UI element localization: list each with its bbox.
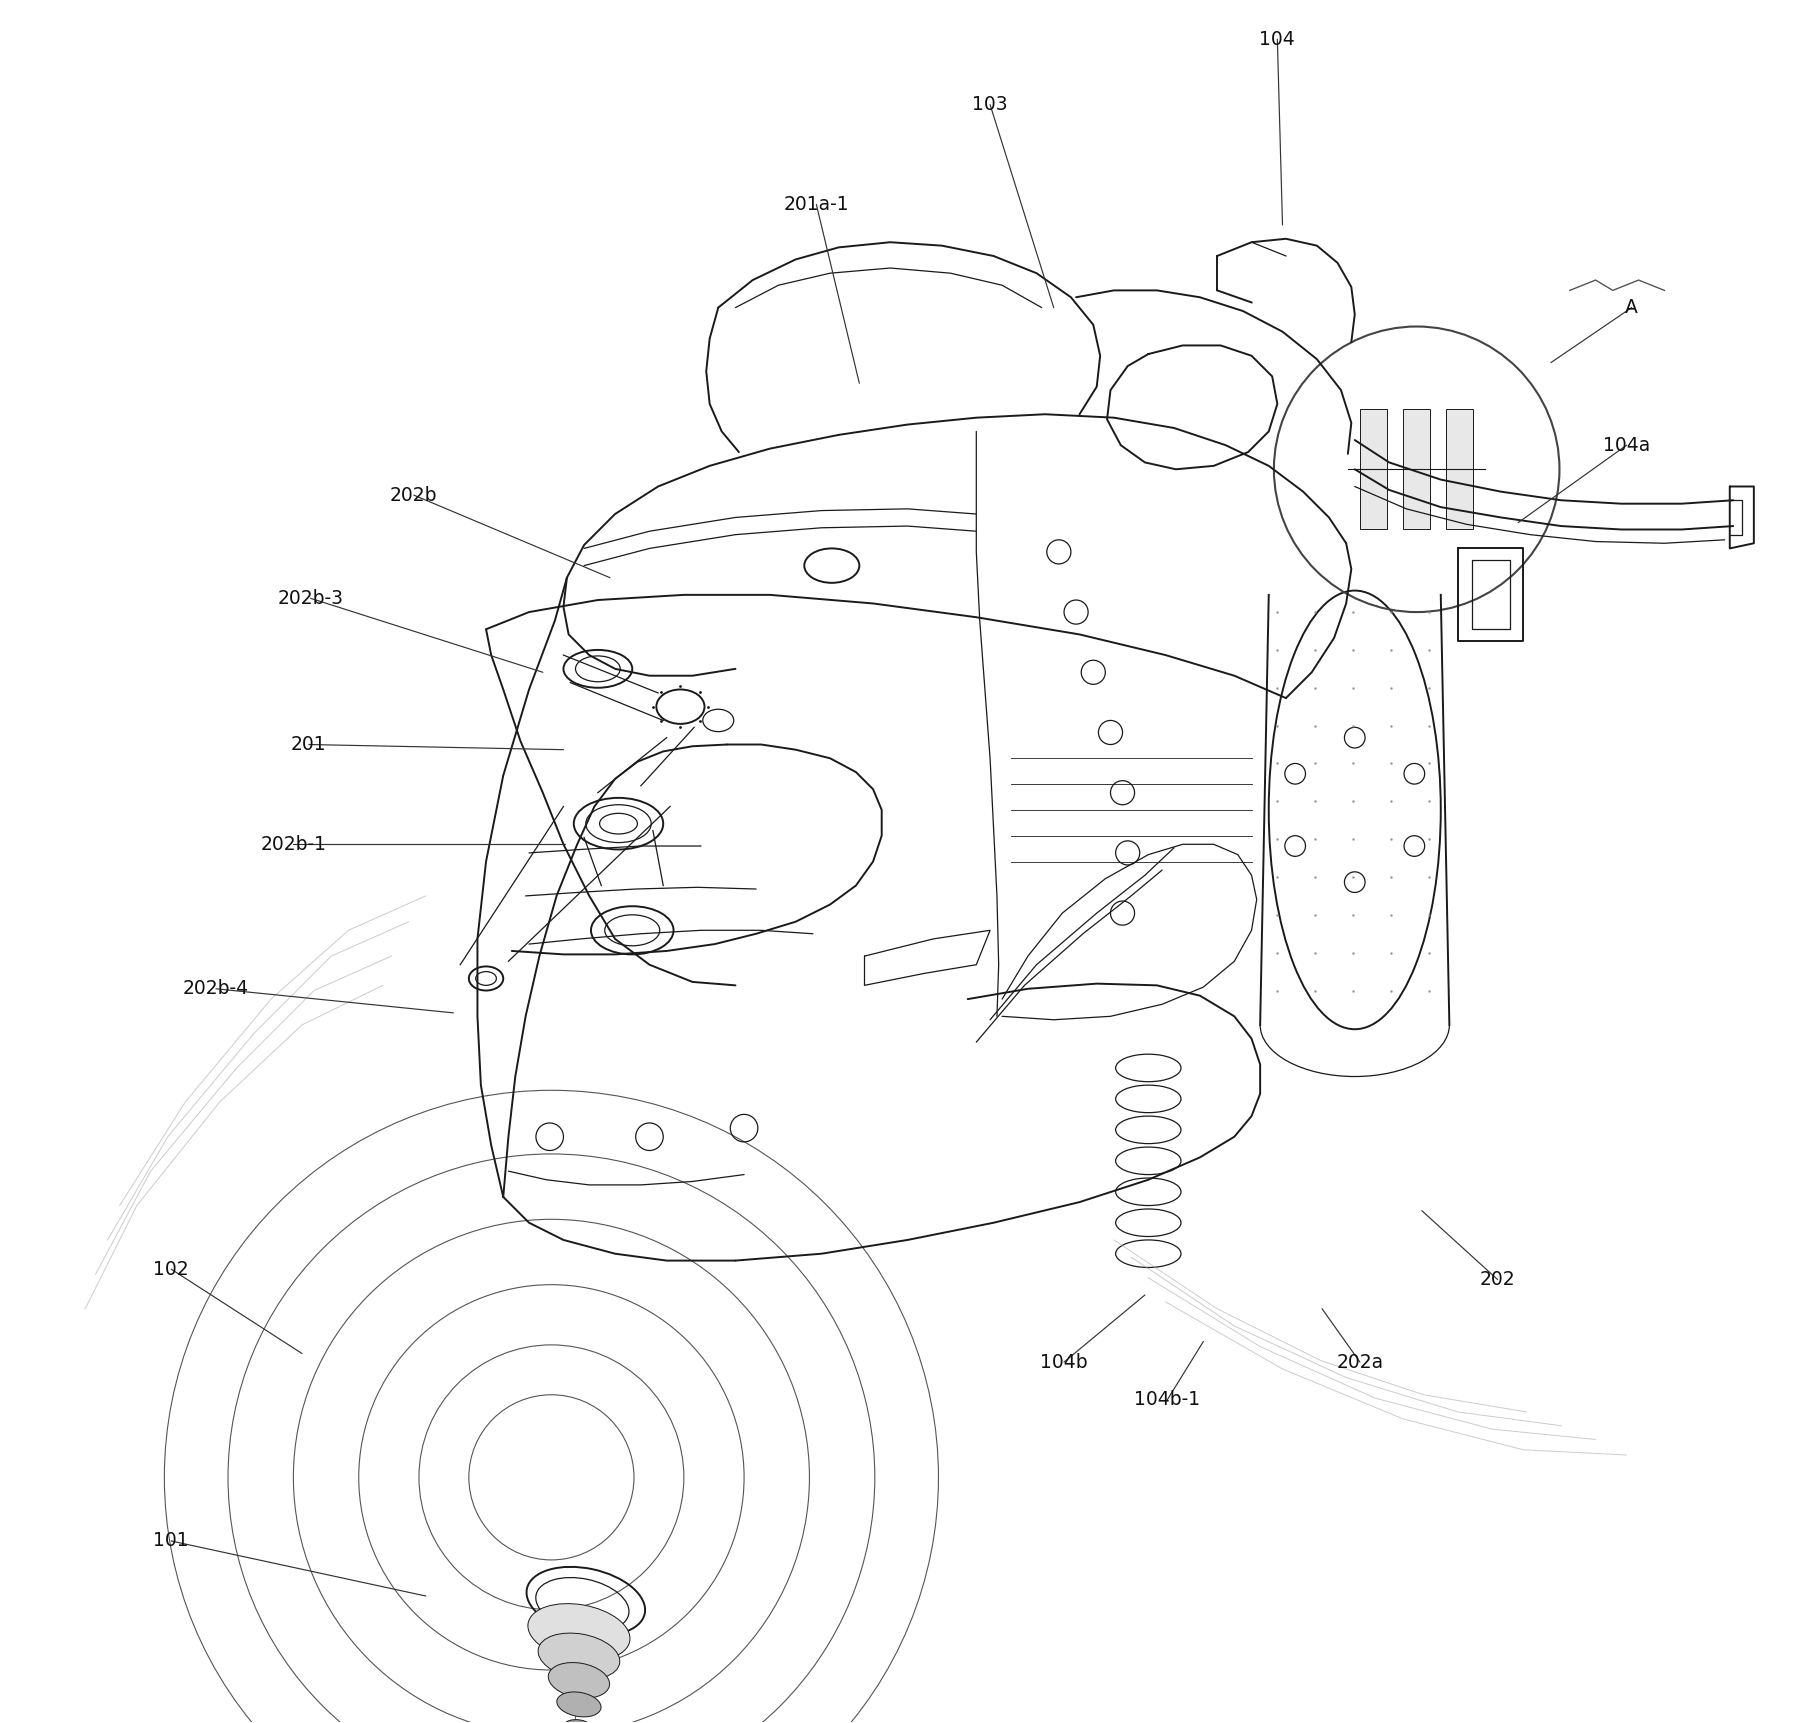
Text: 201: 201 [290, 736, 327, 755]
Text: 104: 104 [1259, 29, 1295, 48]
Text: A: A [1624, 298, 1638, 317]
FancyBboxPatch shape [1402, 408, 1429, 529]
FancyBboxPatch shape [1359, 408, 1386, 529]
Ellipse shape [528, 1604, 629, 1661]
Ellipse shape [537, 1633, 619, 1680]
Text: 202b: 202b [390, 486, 437, 505]
Text: 202b-4: 202b-4 [183, 979, 249, 998]
Text: 104a: 104a [1602, 436, 1649, 455]
Ellipse shape [548, 1663, 610, 1699]
Text: 202: 202 [1478, 1270, 1515, 1289]
Text: 202b-1: 202b-1 [259, 836, 327, 855]
Text: 103: 103 [972, 95, 1007, 114]
Text: 101: 101 [154, 1532, 189, 1551]
Text: 102: 102 [154, 1260, 189, 1278]
FancyBboxPatch shape [1446, 408, 1473, 529]
Text: 104b-1: 104b-1 [1134, 1390, 1199, 1409]
Text: 104b: 104b [1039, 1353, 1087, 1372]
Ellipse shape [557, 1692, 600, 1716]
Text: 202a: 202a [1335, 1353, 1382, 1372]
Text: 201a-1: 201a-1 [784, 195, 849, 214]
Text: 202b-3: 202b-3 [278, 589, 343, 608]
Ellipse shape [564, 1720, 593, 1723]
